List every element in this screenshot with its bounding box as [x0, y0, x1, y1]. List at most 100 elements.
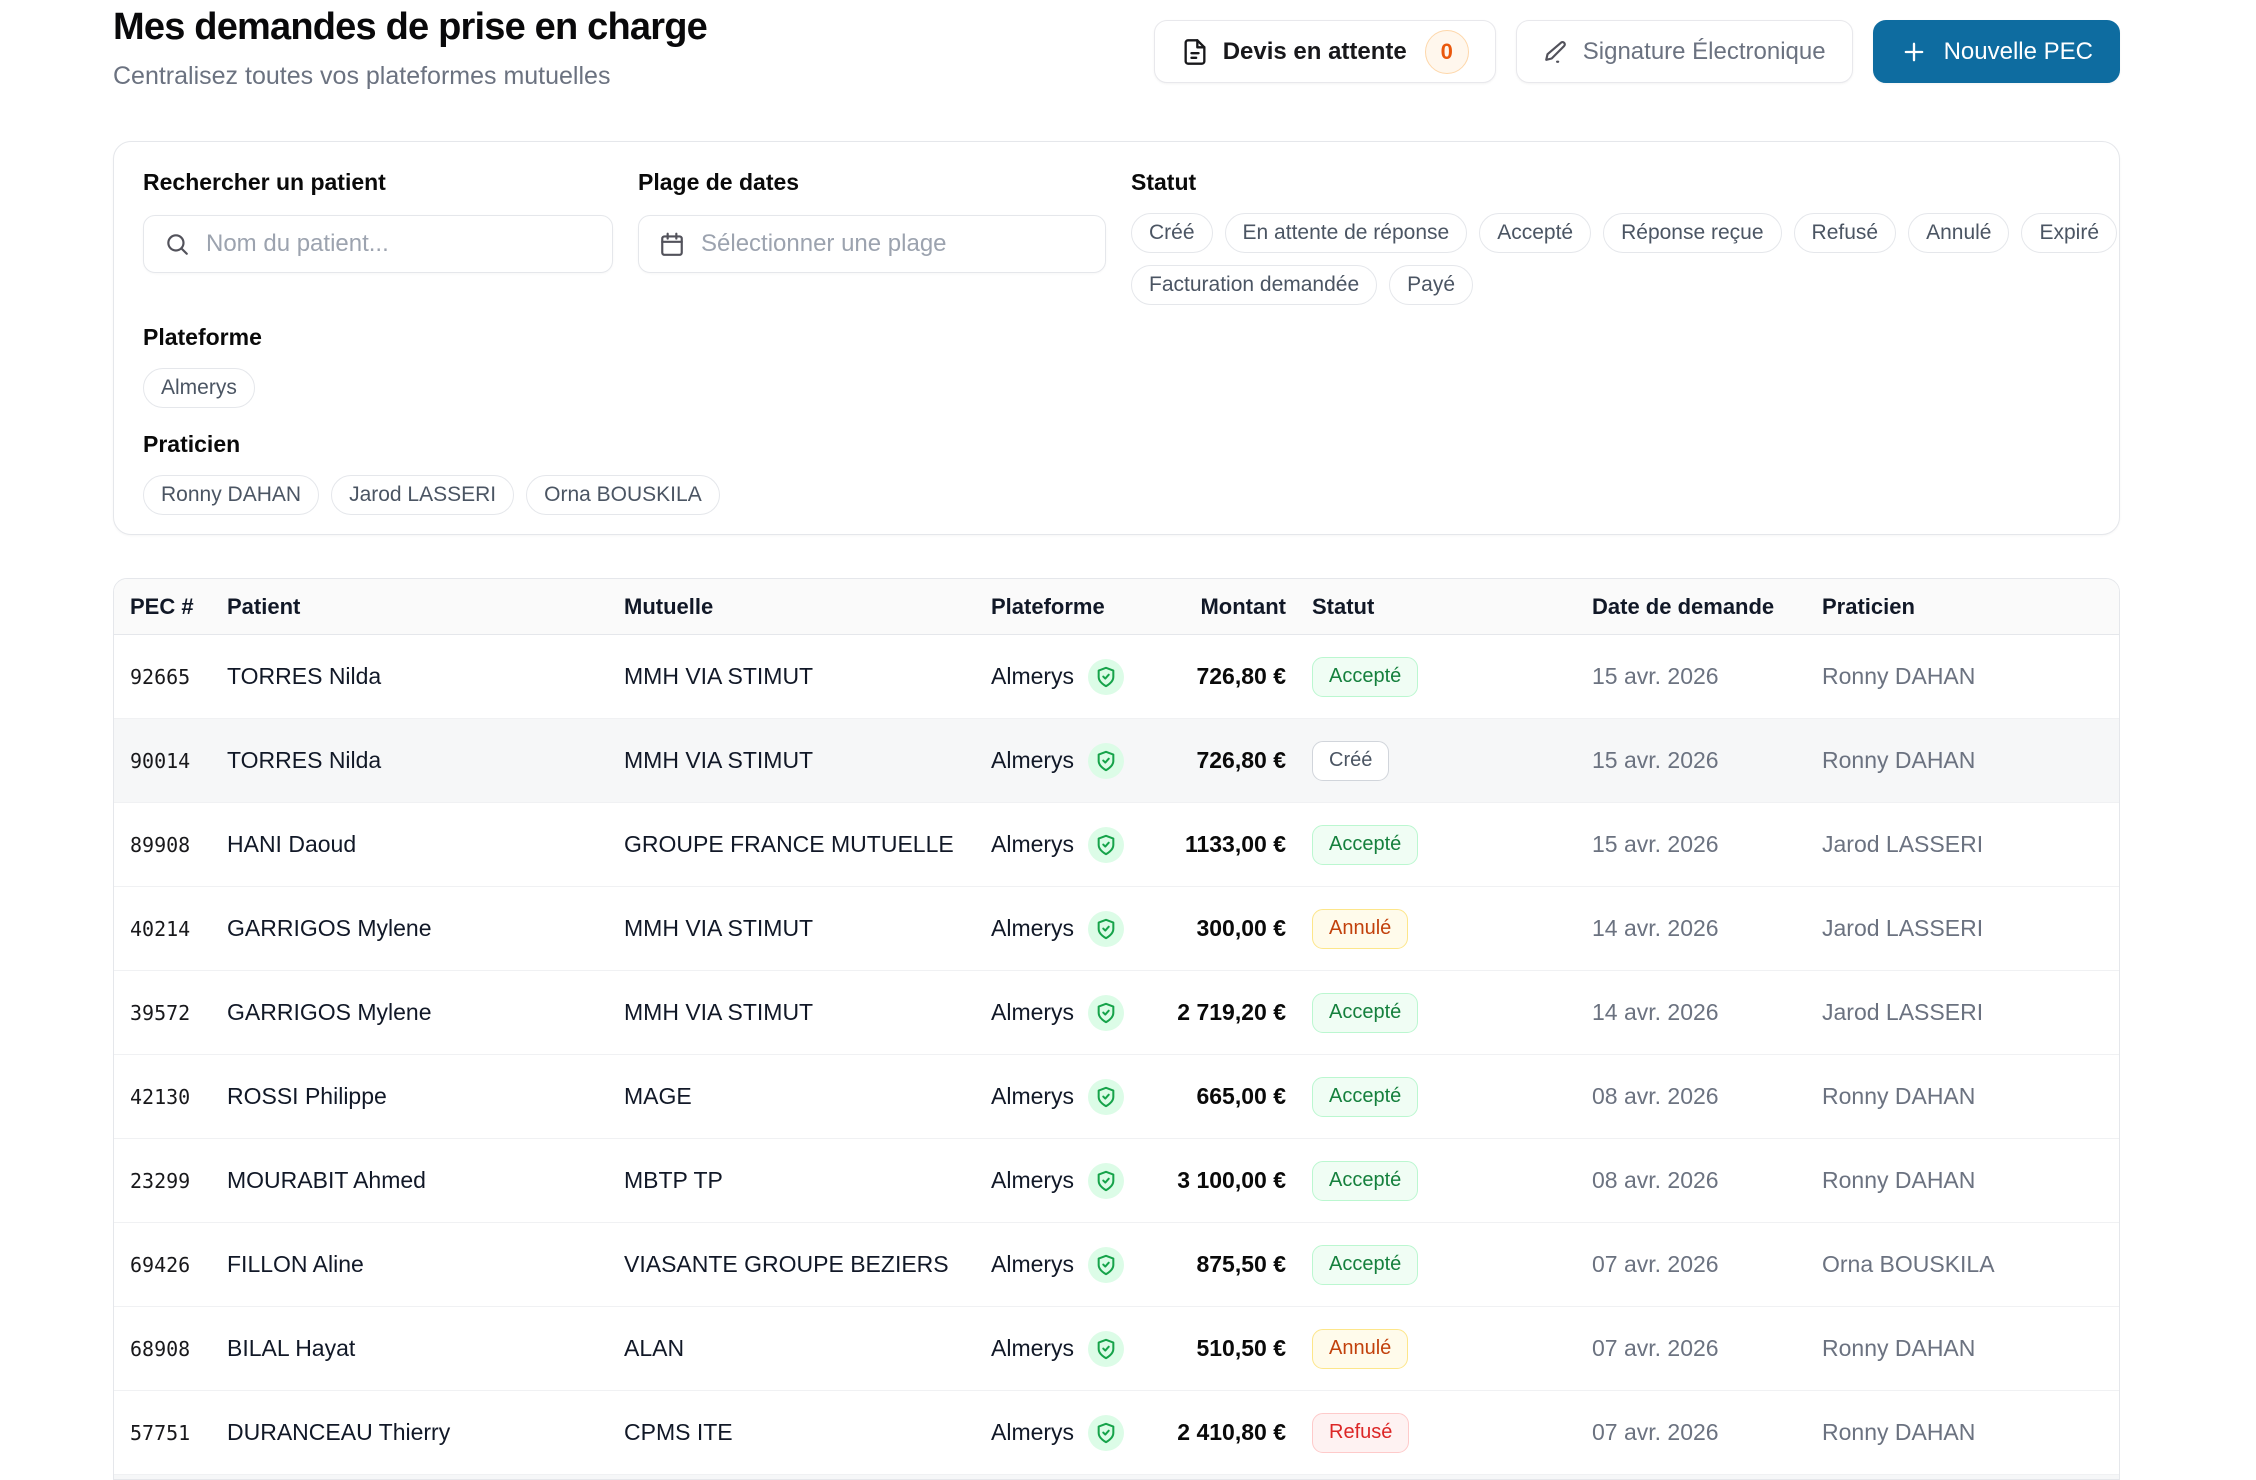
request-date: 08 avr. 2026 — [1592, 1167, 1719, 1193]
col-montant: Montant — [1200, 593, 1286, 619]
status-filter-chip[interactable]: Payé — [1389, 265, 1474, 305]
pec-number: 90014 — [130, 748, 191, 773]
practitioner-filter-chip[interactable]: Orna BOUSKILA — [526, 475, 720, 515]
patient-name: HANI Daoud — [227, 831, 357, 857]
status-filter-chip[interactable]: Réponse reçue — [1603, 213, 1782, 253]
pec-number: 23299 — [130, 1168, 191, 1193]
date-range-placeholder: Sélectionner une plage — [701, 230, 947, 257]
pending-quotes-count-badge: 0 — [1424, 29, 1469, 74]
table-header-row: PEC # Patient Mutuelle Plateforme Montan… — [114, 579, 2119, 635]
status-filter-chip[interactable]: Facturation demandée — [1131, 265, 1378, 305]
status-filter-label: Statut — [1131, 169, 1197, 195]
file-text-icon — [1181, 38, 1209, 66]
mutuelle-name: MMH VIA STIMUT — [624, 999, 814, 1025]
status-filter-chip[interactable]: Refusé — [1793, 213, 1897, 253]
header-actions: Devis en attente 0 Signature Électroniqu… — [1153, 20, 2120, 83]
request-date: 07 avr. 2026 — [1592, 1419, 1719, 1445]
platform-name: Almerys — [991, 747, 1075, 773]
col-praticien: Praticien — [1822, 593, 1915, 619]
status-badge: Accepté — [1312, 1076, 1419, 1117]
table-row[interactable]: 39572 GARRIGOS Mylene MMH VIA STIMUT Alm… — [114, 971, 2119, 1055]
platform-name: Almerys — [991, 663, 1075, 689]
table-row[interactable]: 40214 GARRIGOS Mylene MMH VIA STIMUT Alm… — [114, 887, 2119, 971]
shield-check-icon — [1088, 1246, 1125, 1283]
col-plateforme: Plateforme — [991, 593, 1105, 619]
practitioner-filter-chip[interactable]: Jarod LASSERI — [331, 475, 515, 515]
patient-name: GARRIGOS Mylene — [227, 999, 432, 1025]
platform-name: Almerys — [991, 1419, 1075, 1445]
status-filter-chip[interactable]: Expiré — [2021, 213, 2117, 253]
request-date: 14 avr. 2026 — [1592, 999, 1719, 1025]
pending-quotes-label: Devis en attente — [1222, 37, 1407, 65]
status-badge: Créé — [1312, 740, 1390, 781]
table-row[interactable]: 68908 BILAL Hayat ALAN Almerys 510,50 € … — [114, 1307, 2119, 1391]
col-statut: Statut — [1312, 593, 1375, 619]
status-filter-chip[interactable]: Annulé — [1908, 213, 2010, 253]
search-patient-label: Rechercher un patient — [143, 169, 386, 195]
platform-name: Almerys — [991, 1167, 1075, 1193]
table-row[interactable]: 90014 TORRES Nilda MMH VIA STIMUT Almery… — [114, 719, 2119, 803]
col-date: Date de demande — [1592, 593, 1775, 619]
col-pec: PEC # — [130, 593, 194, 619]
request-date: 15 avr. 2026 — [1592, 831, 1719, 857]
pec-number: 42130 — [130, 1084, 191, 1109]
new-pec-button[interactable]: Nouvelle PEC — [1872, 20, 2120, 83]
table-row[interactable]: 92665 TORRES Nilda MMH VIA STIMUT Almery… — [114, 635, 2119, 719]
patient-name: FILLON Aline — [227, 1251, 364, 1277]
status-badge: Accepté — [1312, 824, 1419, 865]
pec-number: 89908 — [130, 832, 191, 857]
practitioner-name: Ronny DAHAN — [1822, 747, 1976, 773]
mutuelle-name: CPMS ITE — [624, 1419, 733, 1445]
table-row[interactable]: 69426 FILLON Aline VIASANTE GROUPE BEZIE… — [114, 1223, 2119, 1307]
request-date: 14 avr. 2026 — [1592, 915, 1719, 941]
platform-name: Almerys — [991, 999, 1075, 1025]
practitioner-filter-chip[interactable]: Ronny DAHAN — [143, 475, 320, 515]
table-row[interactable]: 23299 MOURABIT Ahmed MBTP TP Almerys 3 1… — [114, 1139, 2119, 1223]
status-badge: Annulé — [1312, 908, 1409, 949]
platform-name: Almerys — [991, 831, 1075, 857]
status-filter-chip[interactable]: Créé — [1131, 213, 1213, 253]
electronic-signature-label: Signature Électronique — [1582, 37, 1826, 65]
mutuelle-name: MMH VIA STIMUT — [624, 747, 814, 773]
amount: 726,80 € — [1196, 663, 1286, 689]
search-input[interactable]: Nom du patient... — [143, 215, 613, 273]
table-row[interactable]: 57751 DURANCEAU Thierry CPMS ITE Almerys… — [114, 1391, 2119, 1475]
status-badge: Refusé — [1312, 1412, 1410, 1453]
date-range-input[interactable]: Sélectionner une plage — [638, 215, 1106, 273]
mutuelle-name: MAGE — [624, 1083, 692, 1109]
new-pec-label: Nouvelle PEC — [1943, 37, 2093, 65]
practitioner-filter-label: Praticien — [143, 431, 241, 457]
mutuelle-name: GROUPE FRANCE MUTUELLE — [624, 831, 954, 857]
amount: 1133,00 € — [1184, 831, 1286, 857]
status-filter-chip[interactable]: En attente de réponse — [1224, 213, 1468, 253]
status-filter-chip[interactable]: Accepté — [1479, 213, 1592, 253]
shield-check-icon — [1088, 910, 1125, 947]
pec-number: 57751 — [130, 1420, 191, 1445]
status-badge: Accepté — [1312, 992, 1419, 1033]
shield-check-icon — [1088, 742, 1125, 779]
shield-check-icon — [1088, 1330, 1125, 1367]
plus-icon — [1900, 38, 1928, 66]
pending-quotes-button[interactable]: Devis en attente 0 — [1153, 20, 1496, 83]
shield-check-icon — [1088, 658, 1125, 695]
status-chip-list: Créé En attente de réponse Accepté Réponse … — [1131, 213, 2131, 305]
practitioner-name: Jarod LASSERI — [1822, 999, 1984, 1025]
page-title: Mes demandes de prise en charge — [113, 6, 708, 48]
table-row[interactable]: 89908 HANI Daoud GROUPE FRANCE MUTUELLE … — [114, 803, 2119, 887]
pec-number: 68908 — [130, 1336, 191, 1361]
electronic-signature-button[interactable]: Signature Électronique — [1515, 20, 1853, 83]
table-body: 92665 TORRES Nilda MMH VIA STIMUT Almery… — [114, 635, 2119, 1475]
practitioner-chip-list: Ronny DAHAN Jarod LASSERI Orna BOUSKILA — [143, 475, 720, 515]
platform-filter-chip[interactable]: Almerys — [143, 368, 255, 408]
practitioner-name: Jarod LASSERI — [1822, 915, 1984, 941]
status-badge: Accepté — [1312, 1244, 1419, 1285]
mutuelle-name: MMH VIA STIMUT — [624, 915, 814, 941]
practitioner-name: Ronny DAHAN — [1822, 1335, 1976, 1361]
patient-name: ROSSI Philippe — [227, 1083, 387, 1109]
status-badge: Accepté — [1312, 656, 1419, 697]
pec-number: 92665 — [130, 664, 191, 689]
search-placeholder: Nom du patient... — [206, 230, 389, 257]
mutuelle-name: MMH VIA STIMUT — [624, 663, 814, 689]
table-row[interactable]: 42130 ROSSI Philippe MAGE Almerys 665,00… — [114, 1055, 2119, 1139]
amount: 300,00 € — [1196, 915, 1286, 941]
